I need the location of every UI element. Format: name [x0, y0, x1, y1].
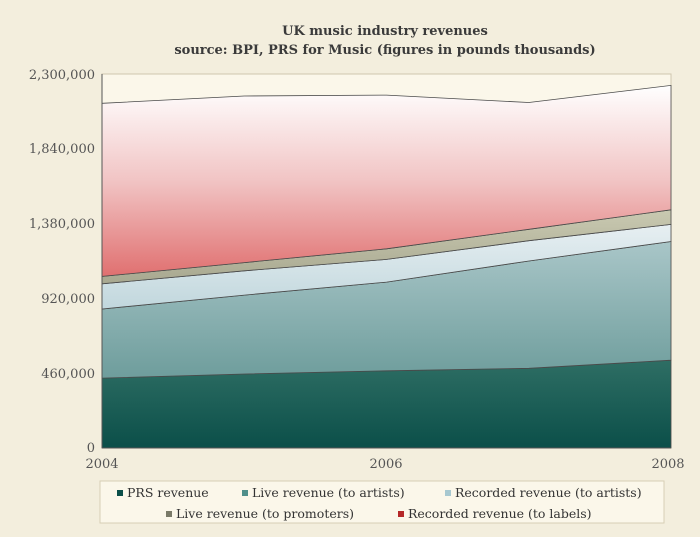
area-recorded-revenue-labels [101, 84, 672, 277]
x-tick-label: 2006 [369, 457, 402, 472]
legend-label: Live revenue (to artists) [252, 485, 405, 500]
chart-title: UK music industry revenues [282, 24, 488, 39]
legend-swatch [445, 490, 451, 496]
legend-swatch [398, 511, 404, 517]
x-tick-label: 2008 [651, 457, 684, 472]
legend-item-recorded-artists: Recorded revenue (to artists) [445, 485, 642, 500]
y-tick-label: 1,840,000 [29, 142, 95, 157]
legend-item-recorded-labels: Recorded revenue (to labels) [398, 506, 592, 521]
x-tick-layer: 2004 2006 2008 [85, 457, 684, 472]
y-tick-layer: 0 460,000 920,000 1,380,000 1,840,000 2,… [29, 68, 95, 456]
chart-subtitle: source: BPI, PRS for Music (figures in p… [174, 43, 595, 58]
y-tick-label: 1,380,000 [29, 217, 95, 232]
legend-label: Live revenue (to promoters) [176, 506, 354, 521]
y-tick-label: 2,300,000 [29, 68, 95, 83]
y-tick-label: 460,000 [41, 367, 95, 382]
legend-item-prs-revenue: PRS revenue [117, 485, 209, 500]
legend: PRS revenue Live revenue (to artists) Re… [99, 480, 665, 524]
y-tick-label: 920,000 [41, 292, 95, 307]
legend-box [99, 480, 665, 524]
legend-swatch [117, 490, 123, 496]
legend-item-live-artists: Live revenue (to artists) [242, 485, 405, 500]
legend-swatch [242, 490, 248, 496]
legend-label: Recorded revenue (to artists) [455, 485, 642, 500]
y-tick-label: 0 [87, 441, 95, 456]
legend-item-live-promoters: Live revenue (to promoters) [166, 506, 354, 521]
legend-label: PRS revenue [127, 485, 209, 500]
legend-swatch [166, 511, 172, 517]
area-layer [101, 84, 672, 449]
legend-label: Recorded revenue (to labels) [408, 506, 592, 521]
x-tick-label: 2004 [85, 457, 118, 472]
